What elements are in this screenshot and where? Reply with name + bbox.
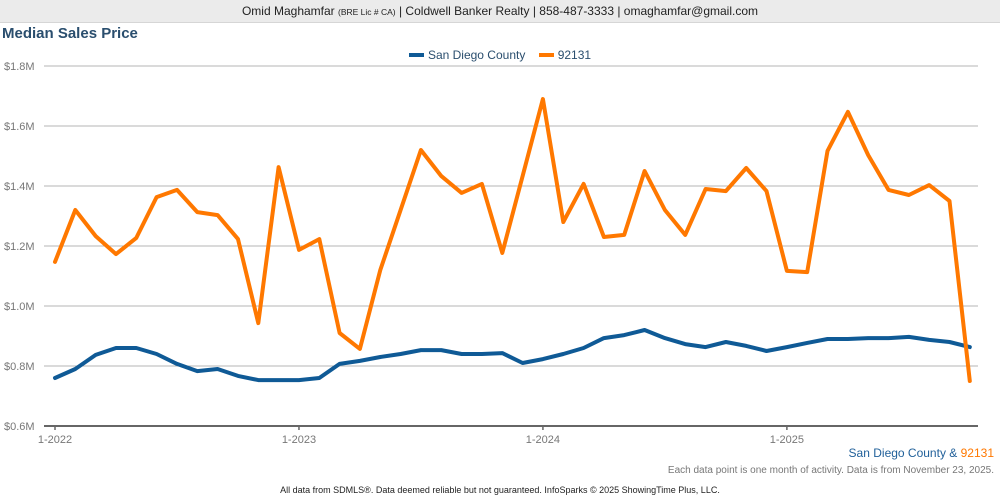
x-tick-label: 1-2022 bbox=[38, 434, 72, 446]
y-axis-labels: $0.6M $0.8M $1.0M $1.2M $1.4M $1.6M $1.8M bbox=[4, 61, 35, 433]
agent-name: Omid Maghamfar bbox=[241, 4, 335, 18]
series-lines bbox=[53, 97, 972, 383]
y-tick-label: $1.8M bbox=[4, 61, 35, 73]
subtitle-ampersand: & bbox=[945, 446, 961, 460]
series-line-92131 bbox=[53, 97, 972, 383]
y-tick-label: $1.0M bbox=[4, 301, 35, 313]
legend-swatch-san-diego-county bbox=[408, 53, 424, 57]
agent-contact-bar: Omid Maghamfar (BRE Lic # CA) | Coldwell… bbox=[0, 0, 1000, 23]
x-axis: 1-2022 1-2023 1-2024 1-2025 bbox=[38, 425, 978, 446]
agent-contact-info: | Coldwell Banker Realty | 858-487-3333 … bbox=[398, 4, 759, 18]
series-line-san-diego-county bbox=[53, 328, 972, 383]
legend-item-92131[interactable]: 92131 bbox=[538, 48, 592, 62]
x-tick-label: 1-2025 bbox=[770, 434, 804, 446]
data-note: Each data point is one month of activity… bbox=[667, 465, 994, 476]
legend-item-san-diego-county[interactable]: San Diego County bbox=[408, 48, 526, 62]
chart-subtitle: San Diego County & 92131 bbox=[849, 446, 994, 460]
subtitle-series2: 92131 bbox=[960, 446, 994, 460]
footer-disclaimer: All data from SDMLS®. Data deemed reliab… bbox=[280, 485, 720, 495]
y-tick-label: $1.6M bbox=[4, 121, 35, 133]
legend-label-92131: 92131 bbox=[557, 48, 592, 62]
x-tick-label: 1-2023 bbox=[282, 434, 316, 446]
subtitle-series1: San Diego County bbox=[848, 446, 946, 460]
y-tick-label: $0.6M bbox=[4, 421, 35, 433]
license-number: (BRE Lic # CA) bbox=[338, 7, 396, 17]
y-tick-label: $1.4M bbox=[4, 181, 35, 193]
chart-legend: San Diego County 92131 bbox=[0, 46, 1000, 62]
chart-title: Median Sales Price bbox=[2, 25, 138, 42]
y-tick-label: $1.2M bbox=[4, 241, 35, 253]
legend-swatch-92131 bbox=[538, 53, 554, 57]
y-tick-label: $0.8M bbox=[4, 361, 35, 373]
x-tick-label: 1-2024 bbox=[526, 434, 560, 446]
gridlines bbox=[44, 65, 978, 367]
legend-label-san-diego-county: San Diego County bbox=[427, 48, 526, 62]
